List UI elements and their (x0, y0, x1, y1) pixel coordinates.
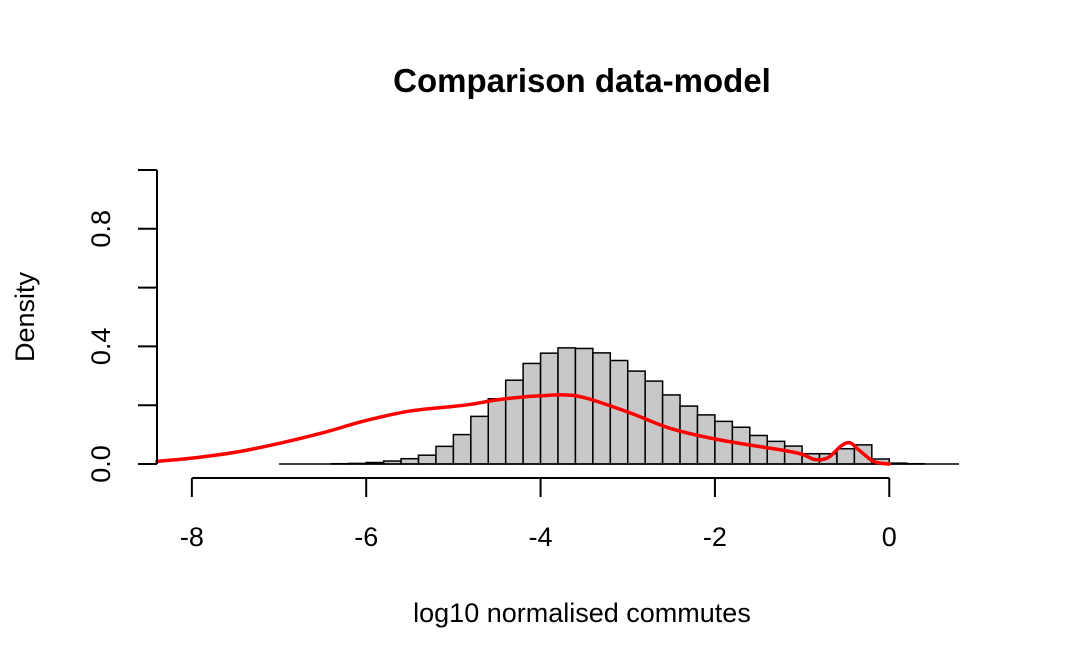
histogram-bar (470, 415, 490, 465)
histogram-bar (417, 454, 437, 465)
histogram-bar (766, 440, 786, 465)
y-tick-label: 0.4 (86, 328, 116, 366)
histogram-bar (452, 433, 472, 465)
histogram-bar (836, 447, 856, 465)
histogram-bar (400, 457, 420, 465)
chart-title: Comparison data-model (393, 62, 771, 99)
y-tick-label: 0.8 (86, 210, 116, 248)
model-density-line (155, 393, 892, 466)
histogram-bar (574, 347, 594, 465)
histogram-bar (592, 352, 612, 465)
x-tick-label: -6 (354, 522, 378, 552)
histogram-bar (557, 347, 577, 465)
histogram-bar (522, 362, 542, 465)
x-tick-label: -2 (703, 522, 727, 552)
histogram-bars (330, 347, 925, 465)
x-axis: -8 -6 -4 -2 0 (180, 477, 897, 552)
x-tick-label: -8 (180, 522, 204, 552)
histogram-bar (435, 445, 455, 465)
x-tick-label: 0 (882, 522, 897, 552)
y-axis: 0.0 0.4 0.8 (86, 169, 158, 483)
histogram-bar (539, 352, 559, 465)
x-tick-label: -4 (529, 522, 553, 552)
histogram-bar (487, 397, 507, 465)
y-axis-label: Density (10, 271, 40, 362)
x-axis-label: log10 normalised commutes (413, 598, 751, 628)
histogram-bar (749, 434, 768, 465)
histogram-bar (504, 379, 524, 465)
y-tick-label: 0.0 (86, 445, 116, 483)
